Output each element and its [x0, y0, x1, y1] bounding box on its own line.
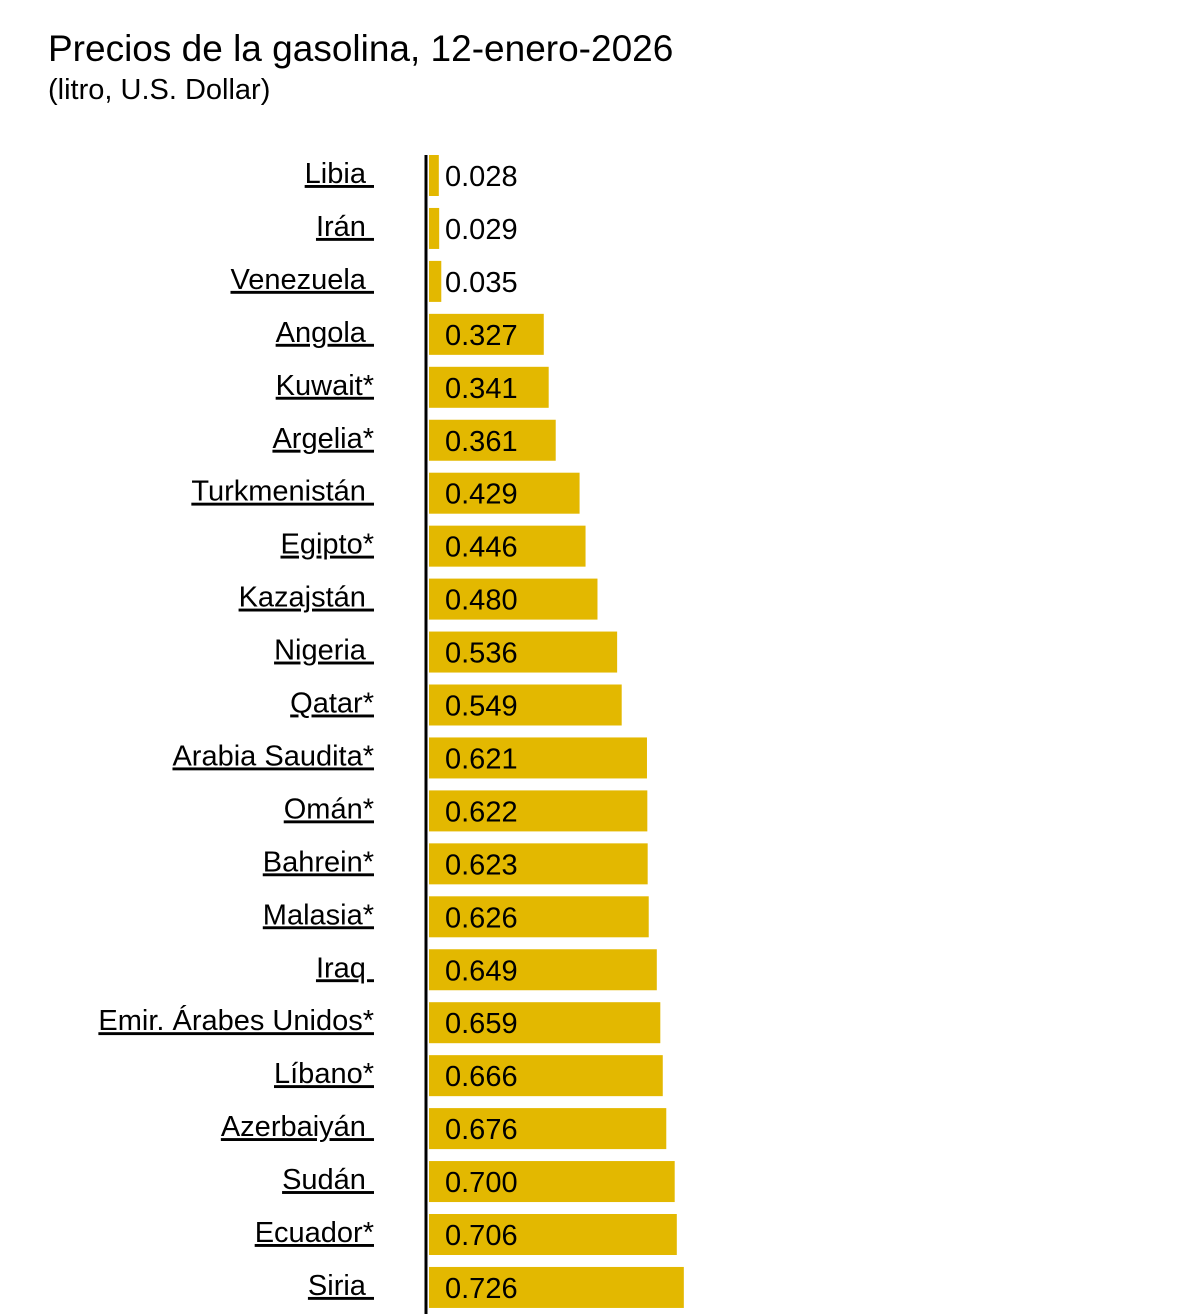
data-label: 0.035 — [445, 267, 518, 299]
data-label: 0.626 — [445, 902, 518, 934]
category-label[interactable]: Turkmenistán — [191, 476, 374, 508]
data-label: 0.659 — [445, 1008, 518, 1040]
bar — [429, 207, 440, 249]
data-label: 0.622 — [445, 796, 518, 828]
category-label[interactable]: Ecuador* — [255, 1217, 374, 1249]
bar — [429, 1214, 677, 1255]
data-label: 0.666 — [445, 1061, 518, 1093]
data-label: 0.549 — [445, 691, 518, 723]
data-label: 0.028 — [445, 161, 518, 193]
category-label[interactable]: Líbano* — [274, 1058, 374, 1090]
chart-title: Precios de la gasolina, 12-enero-2026 — [48, 28, 674, 69]
data-label: 0.621 — [445, 743, 518, 775]
chart-subtitle: (litro, U.S. Dollar) — [48, 74, 271, 106]
bar — [429, 896, 649, 938]
data-label: 0.029 — [445, 214, 518, 246]
data-label: 0.649 — [445, 955, 518, 987]
bar — [429, 1161, 675, 1203]
category-label[interactable]: Arabia Saudita* — [172, 740, 374, 772]
data-label: 0.726 — [445, 1273, 518, 1305]
bar — [429, 313, 544, 355]
bar — [429, 1108, 667, 1150]
category-label[interactable]: Siria — [308, 1270, 374, 1302]
category-label[interactable]: Irán — [316, 211, 374, 243]
category-label[interactable]: Malasia* — [263, 899, 374, 931]
data-label: 0.429 — [445, 479, 518, 511]
category-label[interactable]: Omán* — [284, 793, 374, 825]
bar — [429, 949, 657, 991]
bar — [429, 1055, 663, 1097]
category-label[interactable]: Libia — [305, 158, 374, 190]
bar — [429, 1266, 684, 1308]
category-label[interactable]: Nigeria — [274, 635, 374, 667]
data-label: 0.446 — [445, 532, 518, 564]
category-label[interactable]: Iraq — [316, 952, 374, 984]
category-label[interactable]: Kuwait* — [276, 370, 374, 402]
bar — [429, 631, 618, 673]
category-label[interactable]: Egipto* — [280, 529, 374, 561]
data-label: 0.700 — [445, 1167, 518, 1199]
bar — [429, 843, 648, 885]
bar — [429, 366, 549, 408]
bar — [429, 578, 598, 620]
data-label: 0.536 — [445, 638, 518, 670]
category-label[interactable]: Azerbaiyán — [221, 1111, 374, 1143]
data-label: 0.327 — [445, 320, 518, 352]
category-label[interactable]: Kazajstán — [239, 582, 374, 614]
category-label[interactable]: Bahrein* — [263, 846, 374, 878]
category-label[interactable]: Sudán — [282, 1164, 374, 1196]
data-label: 0.623 — [445, 849, 518, 881]
data-label: 0.361 — [445, 426, 518, 458]
bar — [429, 525, 586, 567]
data-label: 0.676 — [445, 1114, 518, 1146]
data-label: 0.341 — [445, 373, 518, 405]
data-label: 0.706 — [445, 1220, 518, 1252]
bar — [429, 419, 556, 461]
category-label[interactable]: Argelia* — [272, 423, 374, 455]
bar — [429, 260, 442, 302]
category-label[interactable]: Emir. Árabes Unidos* — [98, 1004, 374, 1037]
bar — [429, 472, 580, 514]
category-label[interactable]: Venezuela — [230, 264, 374, 296]
category-label[interactable]: Qatar* — [290, 688, 374, 720]
bar — [429, 1002, 661, 1044]
bar — [429, 737, 647, 779]
category-label[interactable]: Angola — [276, 317, 374, 349]
bar — [429, 790, 648, 832]
bar — [429, 155, 439, 196]
bar — [429, 684, 622, 726]
data-label: 0.480 — [445, 585, 518, 617]
